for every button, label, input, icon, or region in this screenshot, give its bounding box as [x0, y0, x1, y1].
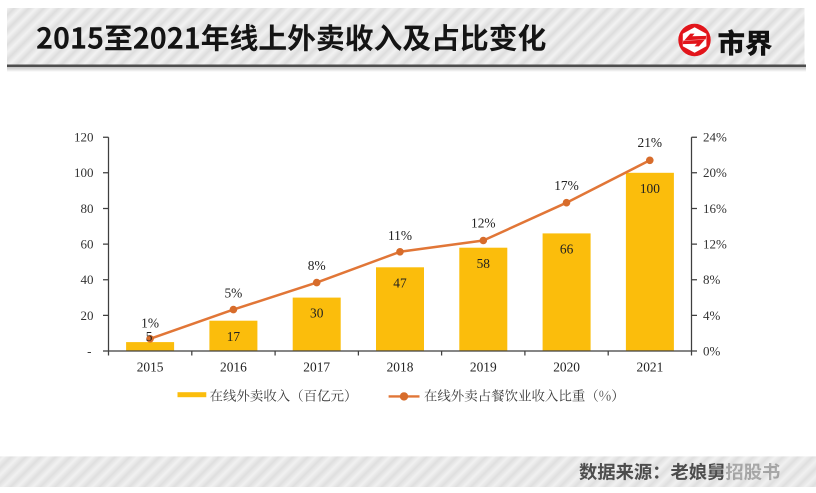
svg-text:66: 66	[560, 242, 574, 257]
svg-text:20: 20	[81, 308, 94, 323]
svg-text:30: 30	[310, 306, 324, 321]
svg-text:5%: 5%	[224, 286, 242, 301]
svg-text:12%: 12%	[471, 216, 496, 231]
svg-text:80: 80	[81, 201, 94, 216]
svg-text:8%: 8%	[308, 258, 326, 273]
svg-text:16%: 16%	[703, 201, 727, 216]
svg-text:0%: 0%	[703, 343, 721, 358]
svg-text:24%: 24%	[703, 130, 727, 145]
svg-text:2016: 2016	[220, 359, 247, 374]
svg-text:1%: 1%	[141, 315, 159, 330]
svg-text:2021: 2021	[637, 359, 664, 374]
svg-text:100: 100	[640, 181, 660, 196]
svg-text:5: 5	[146, 329, 153, 344]
svg-text:2015: 2015	[137, 359, 164, 374]
svg-text:58: 58	[477, 256, 491, 271]
svg-text:-: -	[87, 343, 91, 358]
svg-text:20%: 20%	[703, 165, 727, 180]
svg-text:2018: 2018	[387, 359, 414, 374]
svg-text:17%: 17%	[554, 178, 579, 193]
svg-text:40: 40	[81, 272, 94, 287]
svg-text:2017: 2017	[303, 359, 330, 374]
svg-text:2019: 2019	[470, 359, 497, 374]
svg-text:47: 47	[393, 275, 407, 290]
svg-text:11%: 11%	[388, 228, 412, 243]
svg-text:12%: 12%	[703, 237, 727, 252]
svg-text:60: 60	[81, 237, 94, 252]
svg-text:120: 120	[74, 130, 94, 145]
svg-text:100: 100	[74, 165, 94, 180]
svg-text:2020: 2020	[553, 359, 580, 374]
svg-text:21%: 21%	[638, 135, 663, 150]
svg-text:8%: 8%	[703, 272, 721, 287]
svg-text:4%: 4%	[703, 308, 721, 323]
svg-text:17: 17	[227, 329, 241, 344]
